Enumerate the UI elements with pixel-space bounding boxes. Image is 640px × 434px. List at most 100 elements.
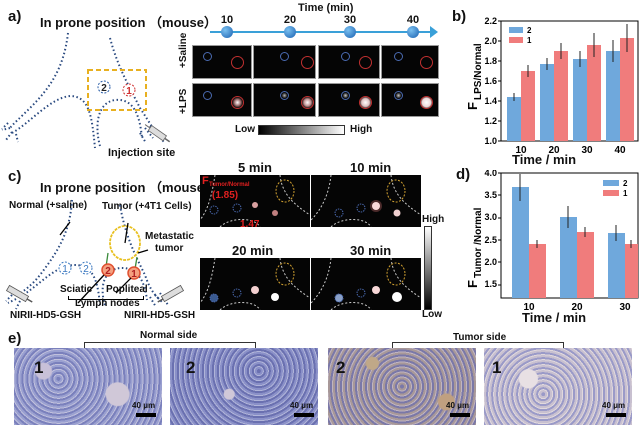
tumor-label: Tumor (+4T1 Cells) — [102, 201, 192, 212]
chart-b-xlabel: Time / min — [512, 152, 577, 167]
mouse-lymph-diagram-a: 2 1 — [1, 32, 171, 149]
svg-text:3.5: 3.5 — [484, 190, 497, 200]
ratio-value-1: (1.85) — [212, 190, 238, 201]
timeline-title: Time (min) — [298, 2, 354, 14]
svg-text:10: 10 — [523, 302, 535, 313]
svg-text:20: 20 — [571, 302, 583, 313]
panel-b-letter: b) — [452, 8, 467, 25]
lymph-bracket — [68, 296, 144, 300]
fluorescence-image-saline-10 — [192, 45, 252, 79]
fluorescence-image-lps-40 — [381, 83, 439, 117]
fluorescence-image-saline-30 — [318, 45, 380, 79]
svg-text:1.2: 1.2 — [484, 116, 497, 126]
chart-d-legend-1: 1 — [623, 189, 628, 198]
timeline-dot — [344, 26, 356, 38]
mouse-lymph-diagram-c: 1 2 2 1 — [5, 199, 185, 310]
svg-text:2.0: 2.0 — [484, 36, 497, 46]
panel-a-title: In prone position （mouse） — [40, 15, 217, 30]
panel-a-letter: a) — [8, 8, 22, 25]
ratio-label: F — [202, 175, 209, 187]
ratio-value-2: 1.47 — [240, 219, 260, 227]
fluorescence-image-saline-20 — [253, 45, 316, 79]
timeline-axis — [210, 31, 436, 33]
svg-text:1.4: 1.4 — [484, 96, 497, 106]
chart-b-legend-1: 1 — [527, 36, 532, 45]
row-label-saline: +Saline — [178, 32, 189, 68]
chart-b: F LPS/Normal 1.0 1.2 1.4 1.6 1.8 2.0 2.2 2 1 — [465, 16, 639, 155]
fluorescence-image-lps-30 — [318, 83, 380, 117]
chart-b-legend-2: 2 — [527, 26, 532, 35]
svg-text:10: 10 — [515, 145, 527, 155]
svg-text:2.0: 2.0 — [484, 257, 497, 267]
chart-d: F Tumor /Normal 4.03.53.0 2.52.01.5 2 1 … — [465, 170, 639, 313]
svg-text:2: 2 — [83, 264, 89, 275]
svg-text:1.0: 1.0 — [484, 136, 497, 146]
syringe-icon — [144, 124, 171, 143]
timeline-tick-30: 30 — [343, 14, 357, 26]
histology-image-normal-1: 1 40 μm — [14, 348, 162, 425]
nir-image-20min — [200, 258, 310, 310]
probe-left-label: NIRII-HD5-GSH — [10, 310, 82, 321]
tumor-side-label: Tumor side — [453, 332, 507, 343]
colorbar-c-high-label: High — [422, 214, 445, 225]
nir-image-30min — [311, 258, 421, 310]
injection-site-label: Injection site — [108, 147, 176, 159]
row-label-lps: +LPS — [178, 88, 189, 114]
chart-b-ylabel: F — [465, 102, 480, 110]
region-box — [87, 69, 147, 111]
lymph-nodes-label: Lymph nodes — [75, 298, 140, 309]
svg-text:20: 20 — [548, 145, 560, 155]
syringe-icon-right — [157, 284, 185, 303]
svg-text:40: 40 — [614, 145, 626, 155]
panel-c-letter: c) — [8, 168, 22, 185]
timeline-tick-10: 10 — [220, 14, 234, 26]
fluorescence-image-lps-20 — [253, 83, 316, 117]
fluorescence-image-lps-10 — [192, 83, 252, 117]
svg-text:3.0: 3.0 — [484, 212, 497, 222]
histology-image-tumor-2: 2 40 μm — [328, 348, 476, 425]
histology-image-tumor-1: 1 40 μm — [484, 348, 632, 425]
image-time-5: 5 min — [238, 160, 272, 175]
popliteal-label: Popliteal — [106, 284, 148, 295]
svg-text:1.8: 1.8 — [484, 56, 497, 66]
sciatic-label: Sciatic — [60, 284, 93, 295]
chart-b-ylabel-sub: LPS/Normal — [473, 43, 484, 100]
svg-text:30: 30 — [619, 302, 631, 313]
svg-text:2.5: 2.5 — [484, 235, 497, 245]
timeline-arrow-icon — [430, 26, 438, 38]
metastatic-label-2: tumor — [155, 243, 184, 254]
chart-d-legend-2: 2 — [623, 179, 628, 188]
svg-text:1: 1 — [131, 269, 137, 280]
svg-text:2: 2 — [105, 266, 111, 277]
panel-e-letter: e) — [8, 330, 22, 347]
timeline-tick-40: 40 — [406, 14, 420, 26]
timeline-tick-20: 20 — [283, 14, 297, 26]
normal-saline-label: Normal (+saline) — [9, 200, 88, 211]
panel-c-title: In prone position （mouse） — [40, 180, 217, 195]
ratio-label-sub: Tumor/Normal — [209, 182, 250, 188]
svg-text:1.5: 1.5 — [484, 279, 497, 289]
image-time-20: 20 min — [232, 243, 274, 258]
svg-text:2.2: 2.2 — [484, 16, 497, 26]
fluorescence-image-saline-40 — [381, 45, 439, 79]
colorbar-a — [258, 125, 345, 135]
svg-text:1: 1 — [62, 264, 68, 275]
normal-side-bracket — [84, 342, 256, 348]
node-2-label: 2 — [101, 83, 107, 94]
timeline-dot — [284, 26, 296, 38]
syringe-icon-left — [5, 284, 33, 303]
tumor-side-bracket — [392, 342, 564, 348]
probe-right-label: NIRII-HD5-GSH — [124, 310, 196, 321]
colorbar-low-label: Low — [235, 124, 255, 135]
colorbar-high-label: High — [350, 124, 373, 135]
nir-image-10min — [311, 175, 421, 227]
image-time-30: 30 min — [350, 243, 392, 258]
normal-side-label: Normal side — [140, 330, 198, 341]
chart-d-ylabel-sub: Tumor /Normal — [473, 207, 484, 278]
panel-d-letter: d) — [456, 166, 471, 183]
svg-text:30: 30 — [581, 145, 593, 155]
node-1-label: 1 — [126, 86, 132, 97]
nir-image-5min: F Tumor/Normal (1.85) 1.47 — [200, 175, 310, 227]
chart-d-ylabel: F — [465, 280, 480, 288]
